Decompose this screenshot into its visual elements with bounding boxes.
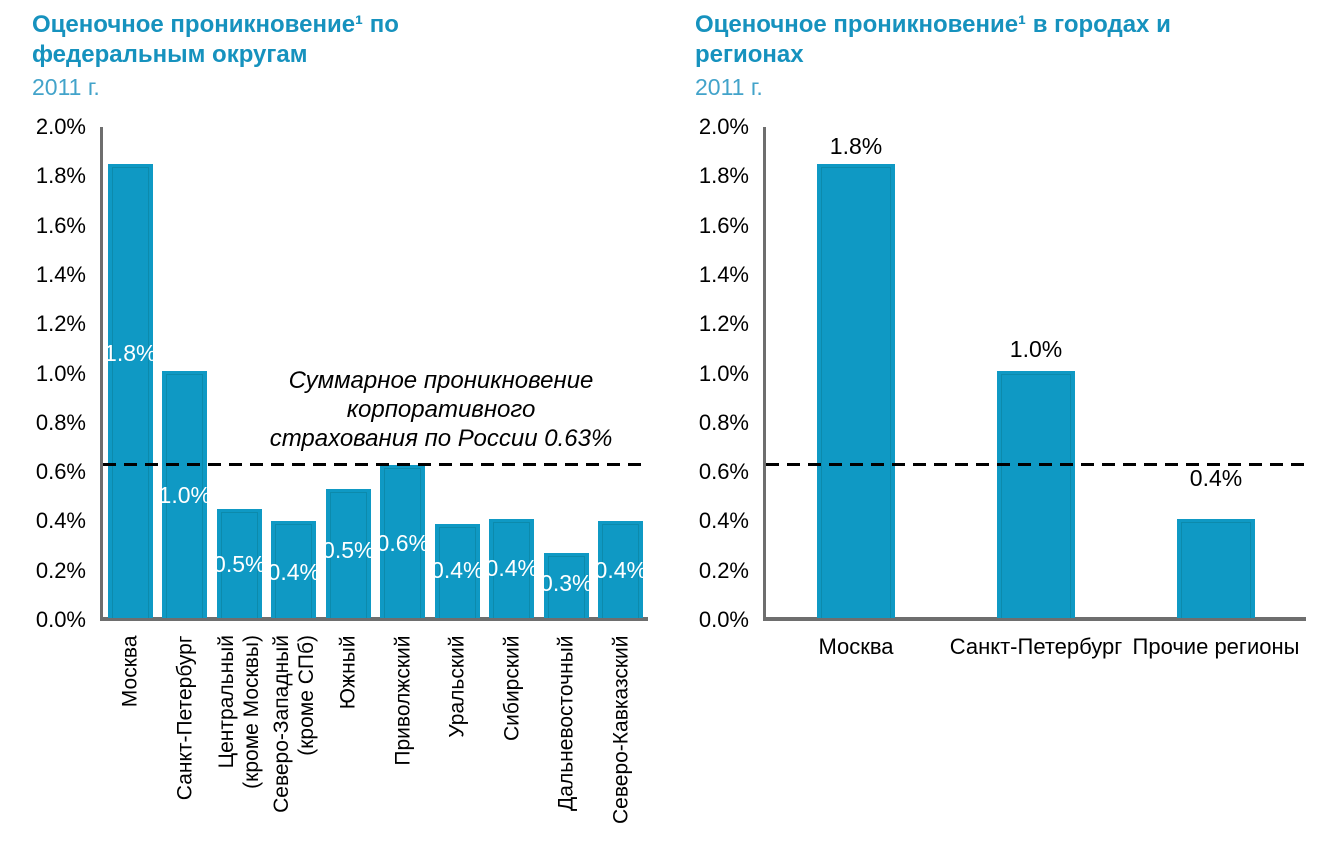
y-tick-label: 1.6%: [35, 212, 86, 238]
chart-penetration-federal-districts: Оценочное проникновение¹ по федеральным …: [0, 0, 660, 851]
category-label-line: Санкт-Петербург: [173, 635, 197, 800]
y-tick-label: 2.0%: [35, 114, 86, 139]
bar-value-label: 0.6%: [376, 530, 429, 556]
category-label: Южный: [336, 635, 361, 851]
reference-annotation-line: корпоративного: [346, 396, 536, 423]
plot-area: [763, 127, 1306, 621]
category-label: Сибирский: [499, 635, 524, 851]
y-tick-label: 0.2%: [698, 557, 749, 583]
category-label-line: (кроме Москвы): [240, 635, 264, 789]
bar: [216, 509, 262, 618]
bar: [271, 521, 317, 618]
y-tick-label: 0.4%: [698, 508, 749, 534]
category-label-line: Уральский: [445, 635, 469, 738]
y-tick-label: 0.0%: [698, 607, 749, 632]
bar-value-label: 0.4%: [485, 555, 538, 581]
y-tick-label: 1.4%: [698, 261, 749, 287]
bar-value-label: 0.3%: [540, 570, 593, 596]
chart-subtitle: 2011 г.: [695, 74, 763, 100]
category-label: Дальневосточный: [554, 635, 579, 851]
bar-value-label: 0.4%: [594, 557, 647, 583]
bar-value-label: 0.5%: [213, 551, 266, 577]
category-label: Москва: [118, 635, 143, 851]
y-tick-label: 2.0%: [698, 114, 749, 139]
category-label-line: Сибирский: [500, 635, 524, 741]
category-label: Центральный (кроме Москвы): [214, 635, 264, 851]
bar-value-label: 0.4%: [431, 557, 484, 583]
category-label: Прочие регионы: [1132, 634, 1300, 659]
bar-value-label: 0.4%: [1189, 464, 1243, 491]
category-label-line: Северо-Кавказский: [609, 635, 633, 824]
bar: [107, 163, 153, 619]
category-label: Приволжский: [390, 635, 415, 851]
y-tick-label: 0.2%: [35, 557, 86, 583]
category-label: Северо-Западный (кроме СПб): [269, 635, 319, 851]
y-tick-label: 1.8%: [35, 163, 86, 189]
bar: [1177, 518, 1255, 619]
reference-annotation-line: страхования по России 0.63%: [269, 425, 613, 452]
category-label: Северо-Кавказский: [608, 635, 633, 851]
y-tick-label: 1.0%: [35, 360, 86, 386]
chart-subtitle: 2011 г.: [32, 74, 100, 100]
bar: [543, 553, 589, 618]
chart-title: Оценочное проникновение¹ по федеральным …: [32, 11, 399, 68]
category-label-line: Центральный: [215, 635, 239, 769]
y-tick-label: 0.8%: [698, 409, 749, 435]
bar: [997, 371, 1075, 618]
y-tick-label: 1.8%: [698, 163, 749, 189]
y-tick-label: 1.2%: [35, 311, 86, 337]
category-label: Санкт-Петербург: [949, 634, 1123, 659]
bar-value-label: 0.4%: [267, 559, 320, 585]
bar-value-label: 1.8%: [104, 340, 157, 366]
y-tick-label: 1.6%: [698, 212, 749, 238]
chart-penetration-cities-regions: Оценочное проникновение¹ в городах и рег…: [660, 0, 1323, 851]
bar-value-label: 0.5%: [322, 537, 375, 563]
y-tick-label: 0.0%: [35, 607, 86, 632]
category-label: Санкт-Петербург: [172, 635, 197, 851]
y-tick-label: 0.6%: [698, 459, 749, 485]
y-tick-label: 0.6%: [35, 459, 86, 485]
category-label: Москва: [818, 634, 894, 659]
y-tick-label: 1.0%: [698, 360, 749, 386]
y-tick-label: 1.4%: [35, 261, 86, 287]
reference-annotation-line: Суммарное проникновение: [288, 367, 594, 394]
bar: [598, 521, 644, 618]
bar: [489, 518, 535, 619]
category-label-line: Северо-Западный: [269, 635, 293, 813]
chart-header: Оценочное проникновение¹ по федеральным …: [32, 10, 502, 101]
bar-value-label: 1.0%: [158, 482, 211, 508]
y-tick-label: 0.8%: [35, 409, 86, 435]
bar: [380, 464, 426, 619]
chart-title: Оценочное проникновение¹ в городах и рег…: [695, 11, 1171, 68]
reference-line: [766, 463, 1304, 466]
category-label-line: Южный: [336, 635, 360, 709]
category-label: Уральский: [445, 635, 470, 851]
plot-area: [100, 127, 648, 621]
bar-value-label: 1.0%: [1009, 336, 1063, 363]
category-label-line: Дальневосточный: [554, 635, 578, 811]
category-label-line: Москва: [118, 635, 142, 707]
category-label-line: (кроме СПб): [294, 635, 318, 756]
bar: [817, 163, 895, 619]
category-label-line: Приволжский: [391, 635, 415, 766]
reference-annotation: Суммарное проникновение корпоративного стр…: [237, 366, 645, 453]
bar: [162, 371, 208, 618]
chart-header: Оценочное проникновение¹ в городах и рег…: [695, 10, 1235, 101]
y-tick-label: 1.2%: [698, 311, 749, 337]
bar-value-label: 1.8%: [829, 132, 883, 159]
y-tick-label: 0.4%: [35, 508, 86, 534]
bar: [325, 489, 371, 618]
bar: [434, 523, 480, 619]
reference-line: [103, 463, 646, 466]
